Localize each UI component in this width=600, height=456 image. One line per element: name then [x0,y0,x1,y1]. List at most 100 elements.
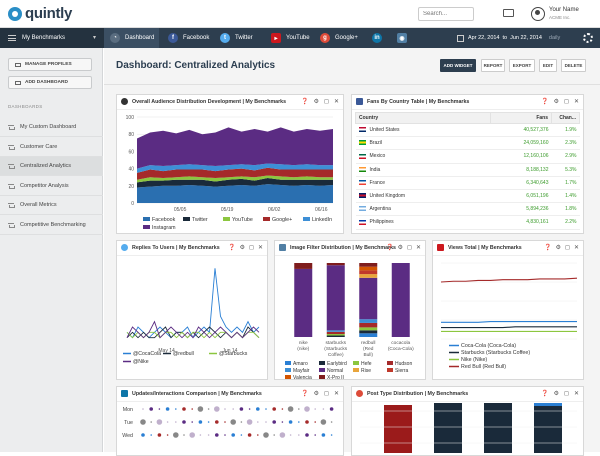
legend-label[interactable]: Nike (Nike) [461,357,487,363]
area-series-google[interactable] [137,167,333,180]
bar-segment[interactable] [326,331,345,335]
dot-marker[interactable] [265,408,267,410]
add-widget-button[interactable]: ADD WIDGET [440,59,476,72]
legend-label[interactable]: Twitter [192,217,208,223]
bar-segment[interactable] [359,270,378,275]
legend-label[interactable]: Mayfair [293,368,310,374]
legend-label[interactable]: Valencia [293,375,312,379]
table-row[interactable]: France 6,340,643 1.7% [355,176,580,190]
settings-icon[interactable]: ⚙ [239,245,245,251]
bar-segment[interactable] [326,330,345,332]
dot-marker[interactable] [305,433,309,437]
column-header-change[interactable]: Chan... [551,112,580,124]
table-row[interactable]: United States 40,527,376 1.9% [355,123,580,138]
help-icon[interactable]: ❓ [541,99,549,105]
bar-segment[interactable] [326,263,345,266]
dot-marker[interactable] [189,432,195,438]
dot-marker[interactable] [240,434,243,436]
dot-marker[interactable] [279,432,286,438]
dot-marker[interactable] [289,434,292,436]
dot-marker[interactable] [165,407,170,411]
dot-marker[interactable] [288,420,293,424]
dot-marker[interactable] [246,419,253,425]
help-icon[interactable]: ❓ [301,391,309,397]
area-series-twitter[interactable] [137,178,333,188]
dot-marker[interactable] [263,432,269,438]
bar-segment[interactable] [294,263,313,269]
dot-marker[interactable] [329,407,334,411]
help-icon[interactable]: ❓ [228,245,236,251]
search-input[interactable] [418,7,474,21]
legend-label[interactable]: X-Pro II [327,375,344,379]
dot-marker[interactable] [230,419,236,425]
area-series-facebook[interactable] [137,184,333,203]
settings-icon[interactable]: ⚙ [313,391,319,397]
legend-label[interactable]: Rise [361,368,371,374]
expand-icon[interactable]: ◻ [563,99,569,105]
legend-label[interactable]: Facebook [152,217,176,223]
dot-marker[interactable] [321,433,326,437]
bar[interactable] [384,405,412,453]
expand-icon[interactable]: ◻ [248,245,254,251]
dot-marker[interactable] [248,408,251,410]
table-row[interactable]: Argentina 5,894,236 1.8% [355,202,580,217]
settings-icon[interactable]: ⚙ [313,99,319,105]
edit-button[interactable]: EDIT [539,59,557,72]
dot-marker[interactable] [298,434,300,436]
dot-marker[interactable] [214,406,220,412]
legend-label[interactable]: Hefe [361,361,372,367]
add-dashboard-button[interactable]: ADD DASHBOARD [8,76,92,89]
dot-marker[interactable] [257,421,259,423]
report-button[interactable]: REPORT [481,59,505,72]
legend-label[interactable]: @CocaCola [133,351,161,357]
bar-segment[interactable] [294,268,313,337]
table-row[interactable]: India 8,188,132 5.3% [355,163,580,177]
line-series[interactable] [440,277,578,283]
dot-marker[interactable] [199,434,202,436]
sidebar-item[interactable]: My Custom Dashboard [0,118,103,137]
dot-marker[interactable] [256,407,260,411]
legend-label[interactable]: Hudson [395,361,412,367]
dot-marker[interactable] [207,434,210,436]
dot-marker[interactable] [330,434,333,436]
legend-label[interactable]: @Starbucks [219,351,248,357]
bar-segment[interactable] [359,277,378,320]
dot-marker[interactable] [320,419,327,425]
expand-icon[interactable]: ◻ [563,391,569,397]
settings-icon[interactable]: ⚙ [555,245,561,251]
close-icon[interactable]: ✕ [415,245,421,251]
legend-label[interactable]: Earlybird [327,361,347,367]
help-icon[interactable]: ❓ [544,245,552,251]
sidebar-item[interactable]: Competitor Analysis [0,177,103,196]
help-icon[interactable]: ❓ [541,391,549,397]
dot-marker[interactable] [166,421,169,423]
help-icon[interactable]: ❓ [386,245,394,251]
dot-marker[interactable] [281,408,284,410]
legend-label[interactable]: Normal [327,368,343,374]
bar-segment[interactable] [359,274,378,278]
dot-marker[interactable] [314,434,316,436]
line-series[interactable] [441,326,577,329]
legend-label[interactable]: @redbull [173,351,194,357]
bar[interactable] [434,403,462,453]
bar[interactable] [534,403,562,453]
tab-twitter[interactable]: t Twitter [215,28,263,48]
line-series[interactable] [126,320,260,339]
legend-label[interactable]: Amaro [293,361,308,367]
date-range[interactable]: Apr 22, 2014 to Jun 22, 2014 daily [457,28,560,48]
dot-marker[interactable] [298,408,300,410]
dot-marker[interactable] [142,408,144,410]
column-header-country[interactable]: Country [355,112,491,124]
dot-marker[interactable] [305,420,309,424]
line-series[interactable] [126,268,260,339]
export-button[interactable]: EXPORT [509,59,535,72]
benchmark-selector[interactable]: My Benchmarks ▾ [0,28,104,48]
dot-marker[interactable] [247,433,252,437]
dot-marker[interactable] [149,407,153,411]
dot-marker[interactable] [287,406,294,412]
bar-segment[interactable] [359,263,378,267]
bar-segment[interactable] [326,335,345,337]
dot-marker[interactable] [298,421,300,423]
bar-segment[interactable] [359,322,378,328]
legend-label[interactable]: Instagram [152,225,176,231]
